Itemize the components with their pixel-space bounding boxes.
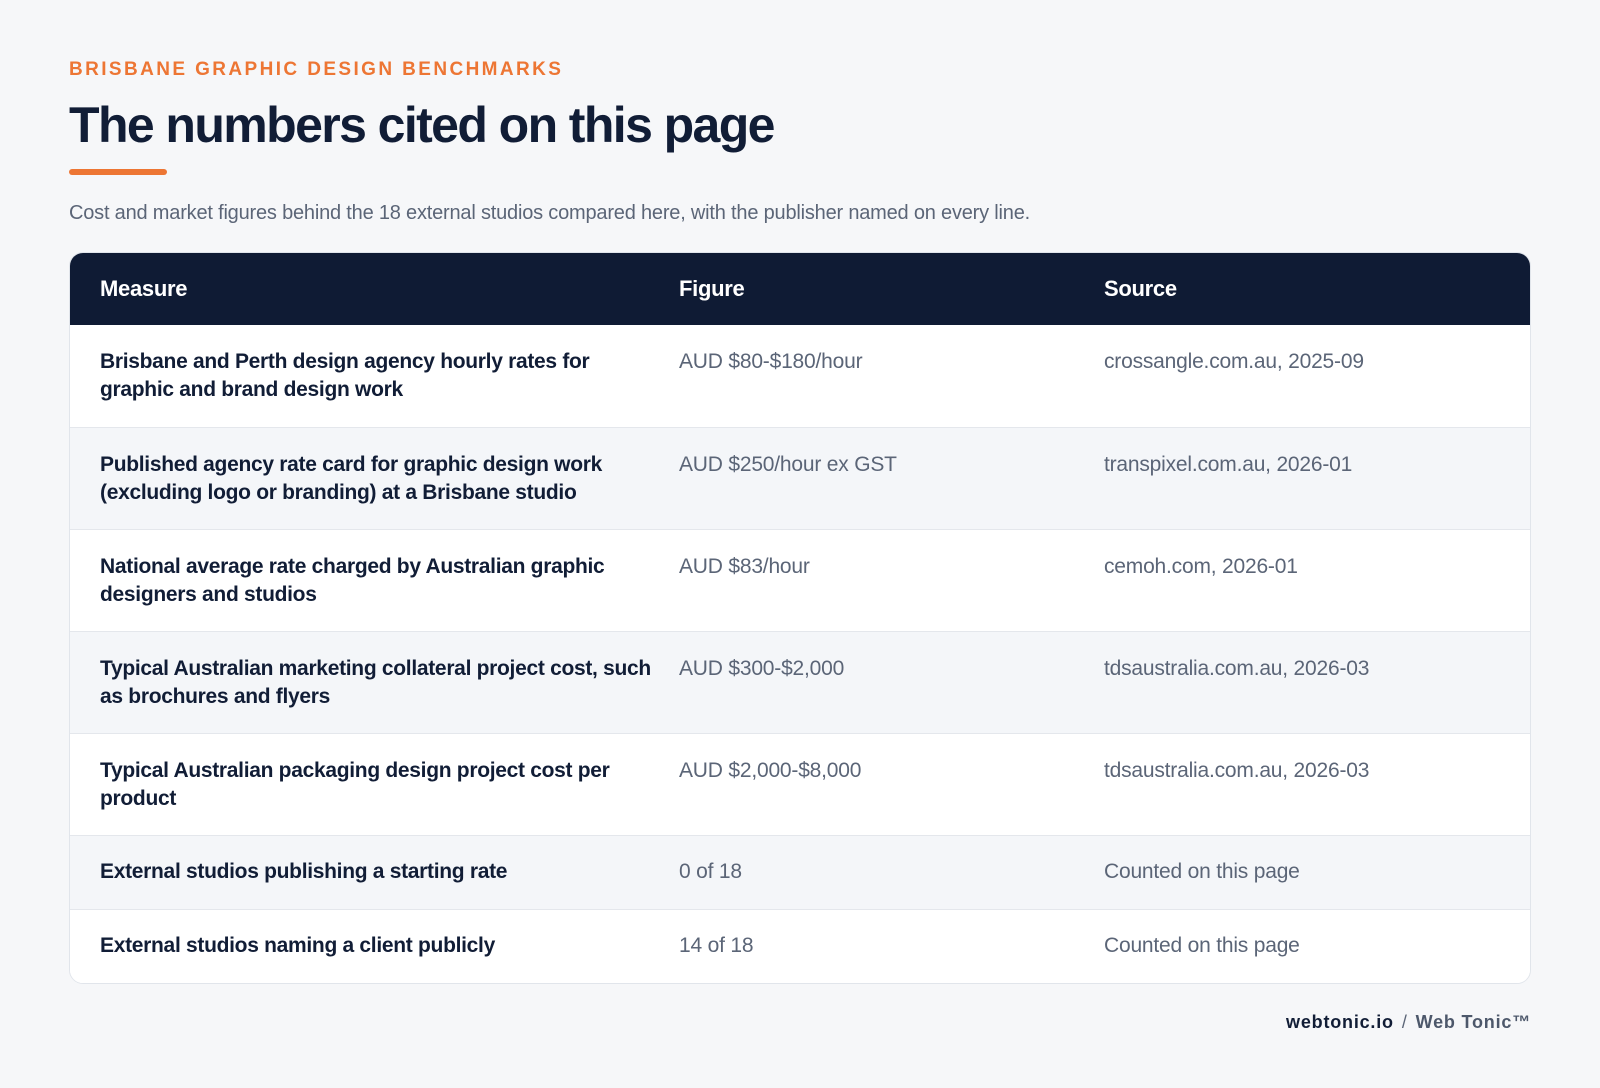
measure-cell: External studios naming a client publicl… [100, 933, 495, 957]
figure-cell: AUD $83/hour [679, 554, 810, 578]
table-row: Brisbane and Perth design agency hourly … [70, 325, 1530, 427]
eyebrow-label: BRISBANE GRAPHIC DESIGN BENCHMARKS [69, 59, 564, 80]
table-row: External studios publishing a starting r… [70, 835, 1530, 909]
figure-cell: 14 of 18 [679, 933, 754, 957]
benchmarks-page: BRISBANE GRAPHIC DESIGN BENCHMARKS The n… [69, 58, 1531, 984]
footer-domain: webtonic.io [1286, 1012, 1394, 1032]
source-cell: Counted on this page [1104, 859, 1300, 883]
measure-cell: Typical Australian packaging design proj… [100, 758, 610, 810]
benchmarks-table: Measure Figure Source Brisbane and Perth… [70, 253, 1530, 983]
page-title: The numbers cited on this page [69, 97, 775, 153]
benchmarks-table-card: Measure Figure Source Brisbane and Perth… [69, 252, 1531, 984]
table-row: Published agency rate card for graphic d… [70, 427, 1530, 529]
source-cell: Counted on this page [1104, 933, 1300, 957]
footer-brand: Web Tonic™ [1415, 1012, 1531, 1032]
figure-cell: AUD $300-$2,000 [679, 656, 845, 680]
measure-cell: National average rate charged by Austral… [100, 554, 605, 606]
table-body: Brisbane and Perth design agency hourly … [70, 325, 1530, 983]
figure-cell: 0 of 18 [679, 859, 742, 883]
measure-cell: External studios publishing a starting r… [100, 859, 508, 883]
measure-cell: Published agency rate card for graphic d… [100, 452, 602, 504]
column-header-source: Source [1104, 276, 1177, 301]
source-cell: crossangle.com.au, 2025-09 [1104, 350, 1364, 373]
table-row: External studios naming a client publicl… [70, 909, 1530, 983]
figure-cell: AUD $250/hour ex GST [679, 452, 897, 476]
source-cell: tdsaustralia.com.au, 2026-03 [1104, 656, 1370, 680]
footer-credit: webtonic.io / Web Tonic™ [1286, 1010, 1531, 1034]
table-header: Measure Figure Source [70, 253, 1530, 325]
table-row: Typical Australian marketing collateral … [70, 631, 1530, 733]
table-row: National average rate charged by Austral… [70, 529, 1530, 631]
source-cell: cemoh.com, 2026-01 [1104, 554, 1298, 578]
page-subtitle: Cost and market figures behind the 18 ex… [69, 202, 1030, 224]
figure-cell: AUD $80-$180/hour [679, 350, 863, 373]
source-cell: transpixel.com.au, 2026-01 [1104, 452, 1353, 476]
measure-cell: Brisbane and Perth design agency hourly … [100, 350, 590, 401]
source-cell: tdsaustralia.com.au, 2026-03 [1104, 758, 1370, 782]
table-header-row: Measure Figure Source [70, 253, 1530, 325]
footer-separator: / [1401, 1012, 1408, 1032]
figure-cell: AUD $2,000-$8,000 [679, 758, 862, 782]
table-row: Typical Australian packaging design proj… [70, 733, 1530, 835]
column-header-figure: Figure [679, 276, 745, 301]
title-underline [69, 169, 167, 175]
measure-cell: Typical Australian marketing collateral … [100, 656, 651, 708]
column-header-measure: Measure [100, 276, 188, 301]
